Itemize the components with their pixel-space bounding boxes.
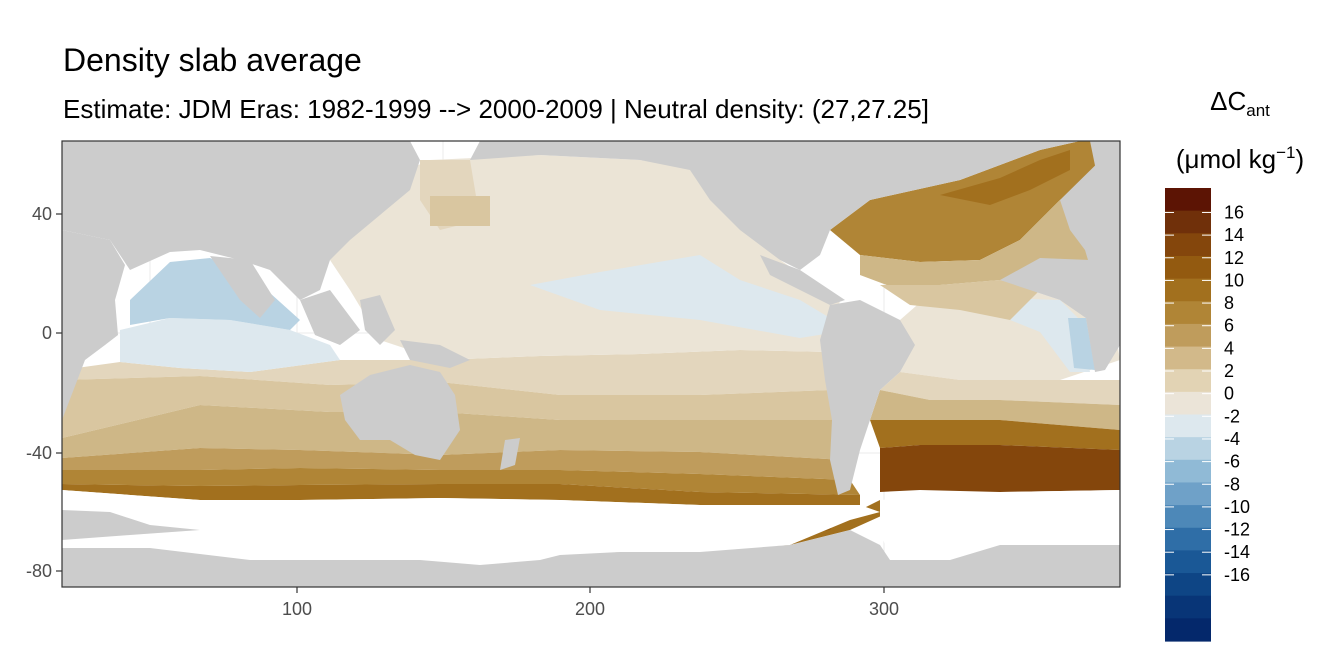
legend-title-unit: (μmol kg−1) (1150, 136, 1330, 176)
no-data-regions (62, 490, 1120, 565)
land-antarctica (62, 530, 1120, 587)
band-4-6-tropical-atlantic (880, 280, 1040, 320)
band-10-12-south (62, 468, 860, 495)
land-new-zealand (500, 438, 520, 470)
land-masses (62, 141, 1120, 587)
band-8-10-south (62, 448, 850, 480)
legend-color-step (1165, 595, 1211, 619)
legend-label: -10 (1224, 497, 1250, 517)
legend-color-step (1165, 618, 1211, 642)
land-new-guinea (400, 340, 470, 368)
x-tick-label: 200 (575, 599, 605, 619)
land-borneo (360, 295, 395, 345)
no-data-weddell (880, 490, 1120, 560)
land-central-america (760, 255, 845, 305)
legend-color-step (1165, 391, 1211, 416)
legend-label: -6 (1224, 452, 1240, 472)
y-tick-label: 0 (42, 323, 52, 343)
y-tick-label: -80 (26, 561, 52, 581)
ocean-field (62, 141, 1120, 555)
x-tick-label: 100 (282, 599, 312, 619)
band-neg2-0-indian (120, 318, 340, 372)
land-africa-east (62, 230, 125, 420)
legend-label: 10 (1224, 270, 1244, 290)
legend-unit-suffix: ) (1295, 144, 1305, 174)
axis-ticks: 40 0 -40 -80 100 200 300 (26, 204, 899, 619)
x-tick-label: 300 (869, 599, 899, 619)
legend-title-symbol: ΔC (1210, 86, 1247, 116)
legend-title-variable: ΔCant (1150, 84, 1330, 128)
land-australia (340, 365, 460, 460)
legend-label: 0 (1224, 384, 1234, 404)
legend-color-step (1165, 414, 1211, 438)
land-africa-west (1000, 258, 1120, 372)
band-12-14-north-atlantic (940, 150, 1070, 205)
y-tick-label: -40 (26, 443, 52, 463)
legend-label: 4 (1224, 338, 1234, 358)
legend-label: 2 (1224, 361, 1234, 381)
legend-unit-prefix: (μmol kg (1175, 144, 1277, 174)
legend-label: 6 (1224, 316, 1234, 336)
legend-colorbar (1165, 188, 1211, 642)
legend-label: -2 (1224, 406, 1240, 426)
y-tick-label: 40 (32, 204, 52, 224)
legend-title-subscript: ant (1246, 101, 1270, 120)
land-south-america (820, 300, 915, 495)
legend-color-step (1165, 210, 1211, 234)
panel-border (61, 140, 1121, 588)
legend-label: -16 (1224, 565, 1250, 585)
legend-color-step (1165, 573, 1211, 597)
map-panel (62, 141, 1120, 587)
legend-color-step (1165, 188, 1211, 212)
legend-label: -4 (1224, 429, 1240, 449)
band-neg2-0-equatorial-pacific (530, 255, 850, 338)
legend-label: -12 (1224, 520, 1250, 540)
legend-label: 12 (1224, 248, 1244, 268)
land-india (210, 256, 275, 318)
legend-color-step (1165, 482, 1211, 506)
legend-color-step (1165, 323, 1211, 348)
band-2-4-south-atlantic (880, 372, 1120, 405)
band-2-4-tropics (62, 350, 830, 395)
no-data-southern-ocean (62, 490, 880, 565)
legend-color-step (1165, 505, 1211, 529)
land-eurasia (62, 141, 420, 300)
band-4-6-northwest-pacific (430, 196, 490, 226)
legend-color-step (1165, 278, 1211, 302)
band-12-14-south (62, 484, 860, 505)
legend-color-step (1165, 459, 1211, 484)
band-neg2-0-gulf-of-guinea (1000, 298, 1090, 372)
legend-color-step (1165, 527, 1211, 551)
legend-label: 8 (1224, 293, 1234, 313)
band-10-12-south-atlantic (870, 420, 1120, 450)
legend-color-step (1165, 369, 1211, 393)
legend-color-step (1165, 233, 1211, 257)
legend-label: -14 (1224, 542, 1250, 562)
legend-label: 16 (1224, 202, 1244, 222)
legend-color-step (1165, 301, 1211, 325)
land-greenland (1090, 141, 1120, 235)
legend-color-step (1165, 255, 1211, 280)
land-north-america (470, 141, 1110, 270)
legend-unit-superscript: −1 (1276, 143, 1296, 162)
band-14-16-south-atlantic (880, 445, 1120, 492)
legend-label: 14 (1224, 225, 1244, 245)
chart-subtitle: Estimate: JDM Eras: 1982-1999 --> 2000-2… (63, 94, 929, 124)
legend-color-step (1165, 550, 1211, 574)
land-antarctica-east-coast (62, 510, 200, 540)
chart-title: Density slab average (63, 42, 362, 78)
land-maritime-continent (300, 290, 360, 345)
legend-label: -8 (1224, 474, 1240, 494)
legend-color-step (1165, 346, 1211, 370)
legend-color-step (1165, 437, 1211, 461)
